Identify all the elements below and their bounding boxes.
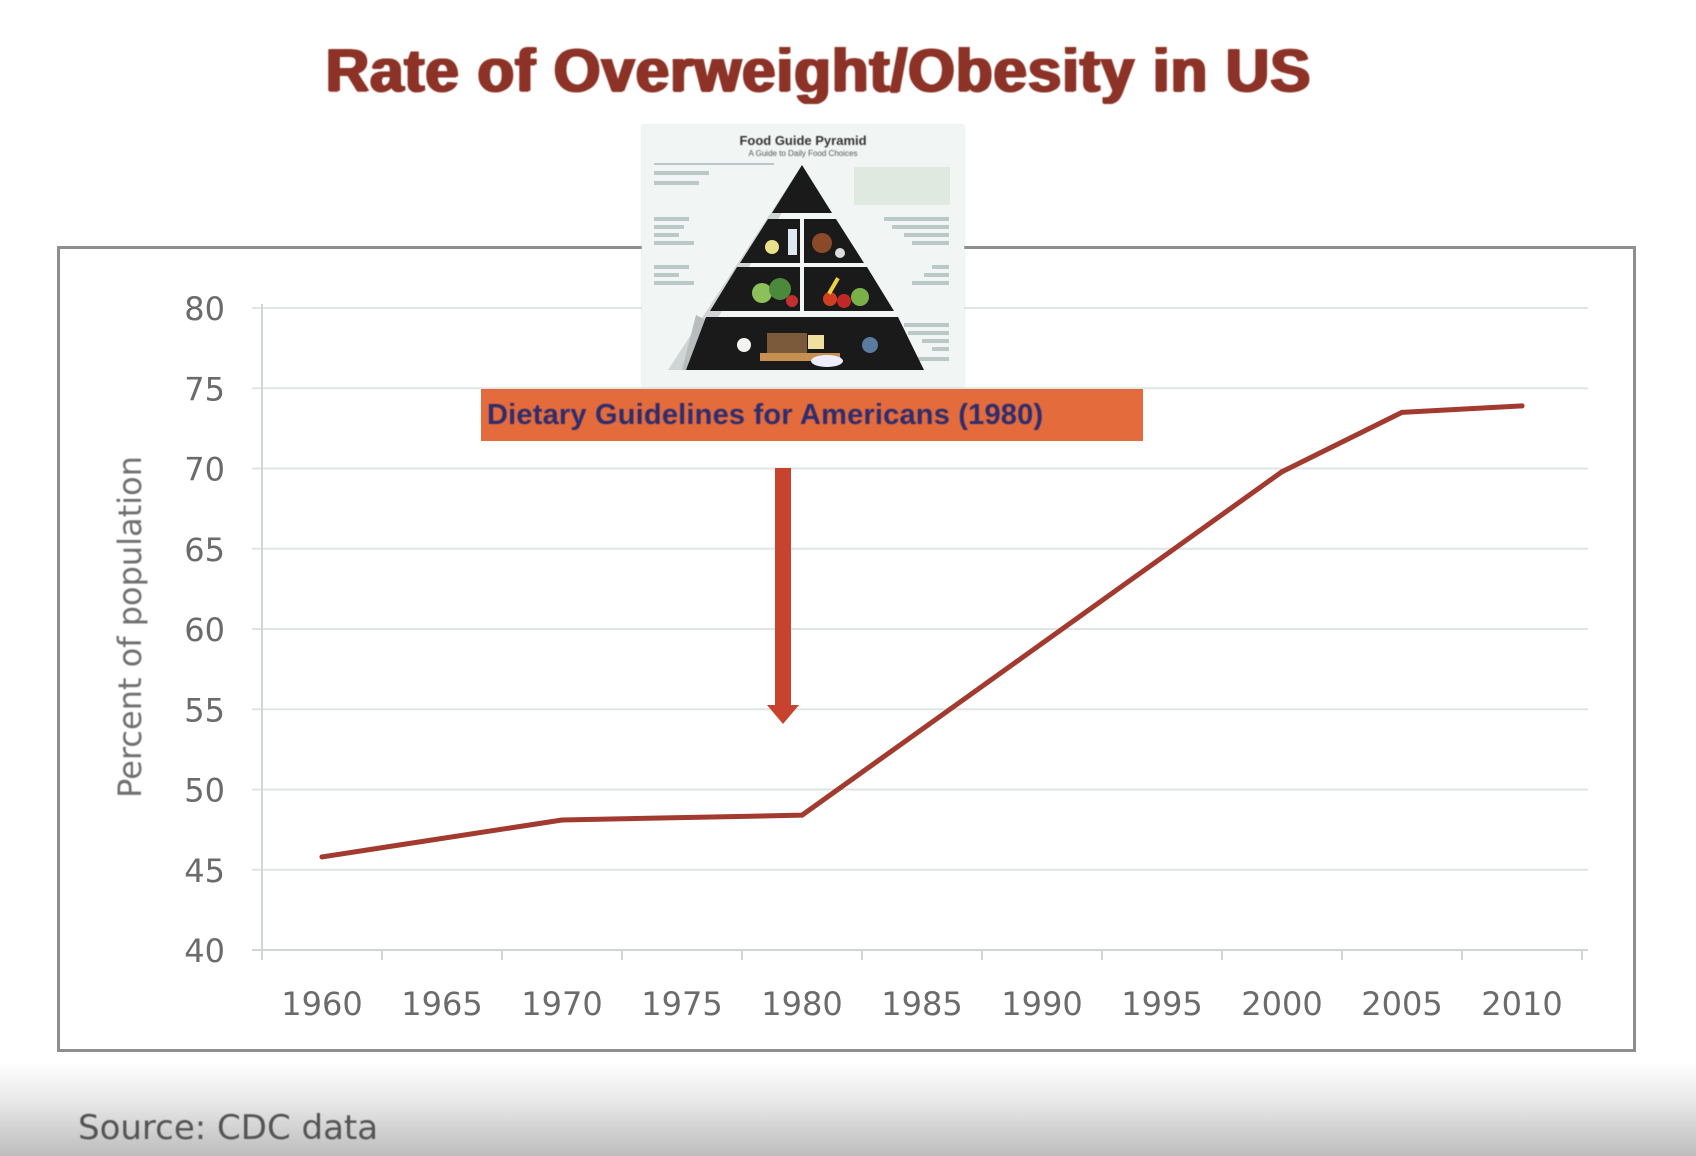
y-tick-label: 50 (184, 772, 225, 810)
data-point (1399, 409, 1405, 415)
data-point (1519, 403, 1525, 409)
y-tick-label: 75 (184, 370, 225, 408)
slide-title: Rate of Overweight/Obesity in US (325, 37, 1311, 104)
x-tick-label: 2005 (1361, 985, 1442, 1023)
data-point (799, 812, 805, 818)
axes (261, 304, 1588, 960)
food-guide-pyramid-image: Food Guide Pyramid A Guide to Daily Food… (642, 125, 964, 387)
x-tick-label: 1990 (1001, 985, 1082, 1023)
annotation-label: Dietary Guidelines for Americans (1980) (481, 389, 1143, 441)
pyramid-subtitle: A Guide to Daily Food Choices (748, 149, 858, 158)
x-tick-label: 1975 (641, 985, 722, 1023)
y-tick-label: 60 (184, 611, 225, 649)
y-axis-title: Percent of population (111, 456, 149, 798)
data-point (559, 817, 565, 823)
arrow-shaft (775, 468, 791, 705)
y-tick-label: 80 (184, 290, 225, 328)
x-tick-label: 1985 (881, 985, 962, 1023)
x-tick-label: 1995 (1121, 985, 1202, 1023)
x-tick-label: 1980 (761, 985, 842, 1023)
source-note: Source: CDC data (78, 1108, 379, 1148)
x-tick-label: 1970 (521, 985, 602, 1023)
y-tick-label: 55 (184, 691, 225, 729)
y-tick-label: 70 (184, 451, 225, 489)
data-point (319, 854, 325, 860)
arrow-head-icon (767, 705, 799, 724)
series-line (319, 403, 1525, 860)
x-tick-label: 1965 (401, 985, 482, 1023)
data-point (1279, 469, 1285, 475)
x-tick-label: 2000 (1241, 985, 1322, 1023)
annotation-arrow (767, 468, 799, 724)
x-axis-ticks: 1960 1965 1970 1975 1980 1985 1990 1995 2000 2005… (281, 950, 1583, 1023)
pyramid-title: Food Guide Pyramid (739, 133, 867, 148)
y-axis-ticks: 40 45 50 55 60 65 70 75 80 (184, 290, 225, 970)
gridlines (252, 307, 1588, 951)
y-tick-label: 45 (184, 852, 225, 890)
y-tick-label: 65 (184, 531, 225, 569)
pyramid-illustration (654, 163, 950, 370)
x-tick-label: 1960 (281, 985, 362, 1023)
x-tick-label: 2010 (1481, 985, 1562, 1023)
annotation-label-text: Dietary Guidelines for Americans (1980) (487, 398, 1044, 431)
series-layer (319, 403, 1525, 860)
y-tick-label: 40 (184, 932, 225, 970)
